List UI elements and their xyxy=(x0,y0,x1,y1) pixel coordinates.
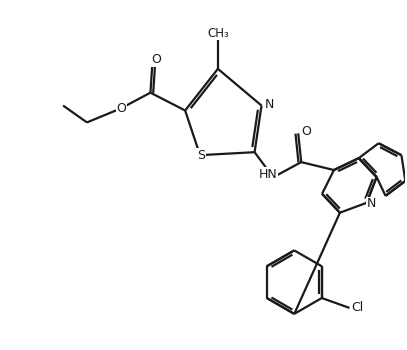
Text: Cl: Cl xyxy=(351,301,363,314)
Text: S: S xyxy=(197,149,205,162)
Text: O: O xyxy=(151,54,161,66)
Text: N: N xyxy=(367,197,376,210)
Text: HN: HN xyxy=(259,168,278,181)
Text: O: O xyxy=(301,125,311,138)
Text: N: N xyxy=(265,98,274,111)
Text: CH₃: CH₃ xyxy=(207,27,229,40)
Text: O: O xyxy=(117,102,127,115)
